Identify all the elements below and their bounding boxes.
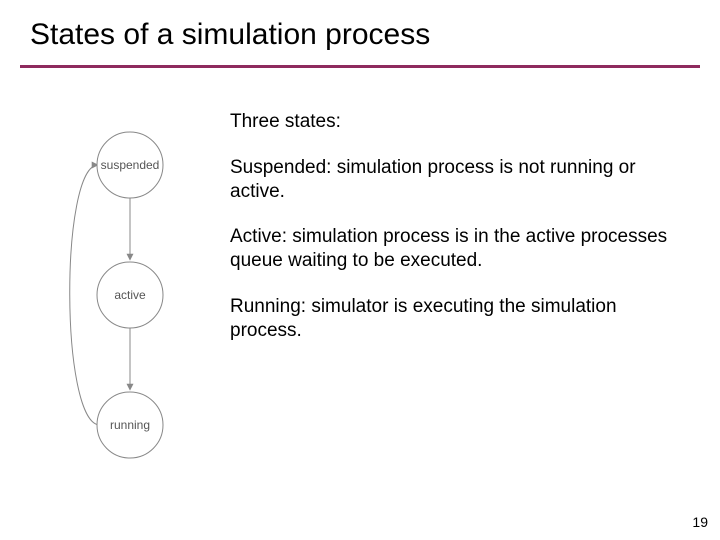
- states-heading: Three states:: [230, 110, 690, 134]
- description-column: Three states: Suspended: simulation proc…: [230, 110, 690, 364]
- svg-text:running: running: [110, 418, 150, 432]
- running-description: Running: simulator is executing the simu…: [230, 295, 690, 343]
- state-diagram: suspended active running: [50, 90, 220, 470]
- suspended-description: Suspended: simulation process is not run…: [230, 156, 690, 204]
- svg-text:suspended: suspended: [101, 158, 160, 172]
- title-underline: [20, 65, 700, 68]
- slide-title: States of a simulation process: [30, 18, 430, 52]
- svg-text:active: active: [114, 288, 146, 302]
- active-description: Active: simulation process is in the act…: [230, 225, 690, 273]
- page-number: 19: [692, 514, 708, 530]
